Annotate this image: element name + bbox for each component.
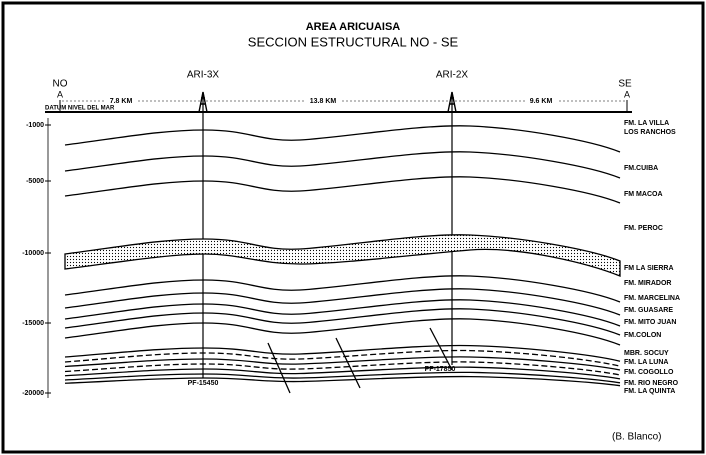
endpoint-label: A	[624, 89, 630, 99]
subtitle: SECCION ESTRUCTURAL NO - SE	[248, 34, 459, 49]
formation-label: FM.COLON	[624, 332, 661, 339]
horizon	[64, 375, 621, 387]
formation-label: FM. LA VILLA	[624, 120, 669, 127]
horizon	[64, 318, 621, 346]
horizon	[64, 356, 621, 371]
depth-label: -10000	[22, 250, 44, 257]
formation-label: FM LA SIERRA	[624, 265, 674, 272]
distance: 7.8 KM	[110, 98, 133, 105]
datum-label: DATUM NIVEL DEL MAR	[45, 106, 115, 112]
horizon	[64, 349, 621, 367]
credit: (B. Blanco)	[612, 432, 661, 443]
total-depth: PF-15450	[188, 380, 219, 387]
well-name: ARI-3X	[187, 70, 220, 81]
label-bg	[105, 97, 137, 105]
horizon	[64, 151, 621, 179]
derrick	[198, 91, 208, 113]
distance: 9.6 KM	[530, 98, 553, 105]
label-bg	[525, 97, 557, 105]
depth-label: -20000	[22, 390, 44, 397]
derrick	[447, 91, 457, 113]
fault	[267, 327, 453, 394]
formation-label: FM. GUASARE	[624, 307, 673, 314]
horizon	[64, 344, 621, 362]
formation-label: FM. LA LUNA	[624, 359, 668, 366]
depth-label: -5000	[26, 178, 44, 185]
horizon	[64, 288, 621, 316]
formation-label: FM. COGOLLO	[624, 369, 674, 376]
formation-label: LOS RANCHOS	[624, 129, 676, 136]
endpoint-direction: SE	[618, 79, 632, 90]
formation-label: FM. RIO NEGRO	[624, 380, 679, 387]
label-bg	[305, 97, 341, 105]
formation-label: FM. MARCELINA	[624, 295, 680, 302]
total-depth: PF-17850	[425, 366, 456, 373]
sand-layer	[64, 234, 621, 277]
horizons	[64, 125, 621, 387]
formation-label: FM MACOA	[624, 191, 663, 198]
horizon	[64, 361, 621, 376]
formation-label: FM. LA QUINTA	[624, 388, 675, 395]
depth-label: -1000	[26, 122, 44, 129]
horizon	[64, 275, 621, 303]
distance: 13.8 KM	[310, 98, 337, 105]
horizon	[64, 125, 621, 153]
formation-label: FM.CUIBA	[624, 165, 658, 172]
formation-label: FM. MITO JUAN	[624, 319, 676, 326]
formation-label: MBR. SOCUY	[624, 350, 669, 357]
horizon	[64, 308, 621, 336]
depth-label: -15000	[22, 320, 44, 327]
endpoint-label: A	[57, 89, 63, 99]
horizon	[64, 371, 621, 384]
formation-label: FM. MIRADOR	[624, 280, 671, 287]
well-name: ARI-2X	[436, 70, 469, 81]
endpoint-direction: NO	[53, 79, 68, 90]
formation-label: FM. PEROC	[624, 225, 663, 232]
horizon	[64, 366, 621, 380]
horizon	[64, 176, 621, 204]
horizon	[64, 299, 621, 327]
title: AREA ARICUAISA	[306, 21, 401, 33]
